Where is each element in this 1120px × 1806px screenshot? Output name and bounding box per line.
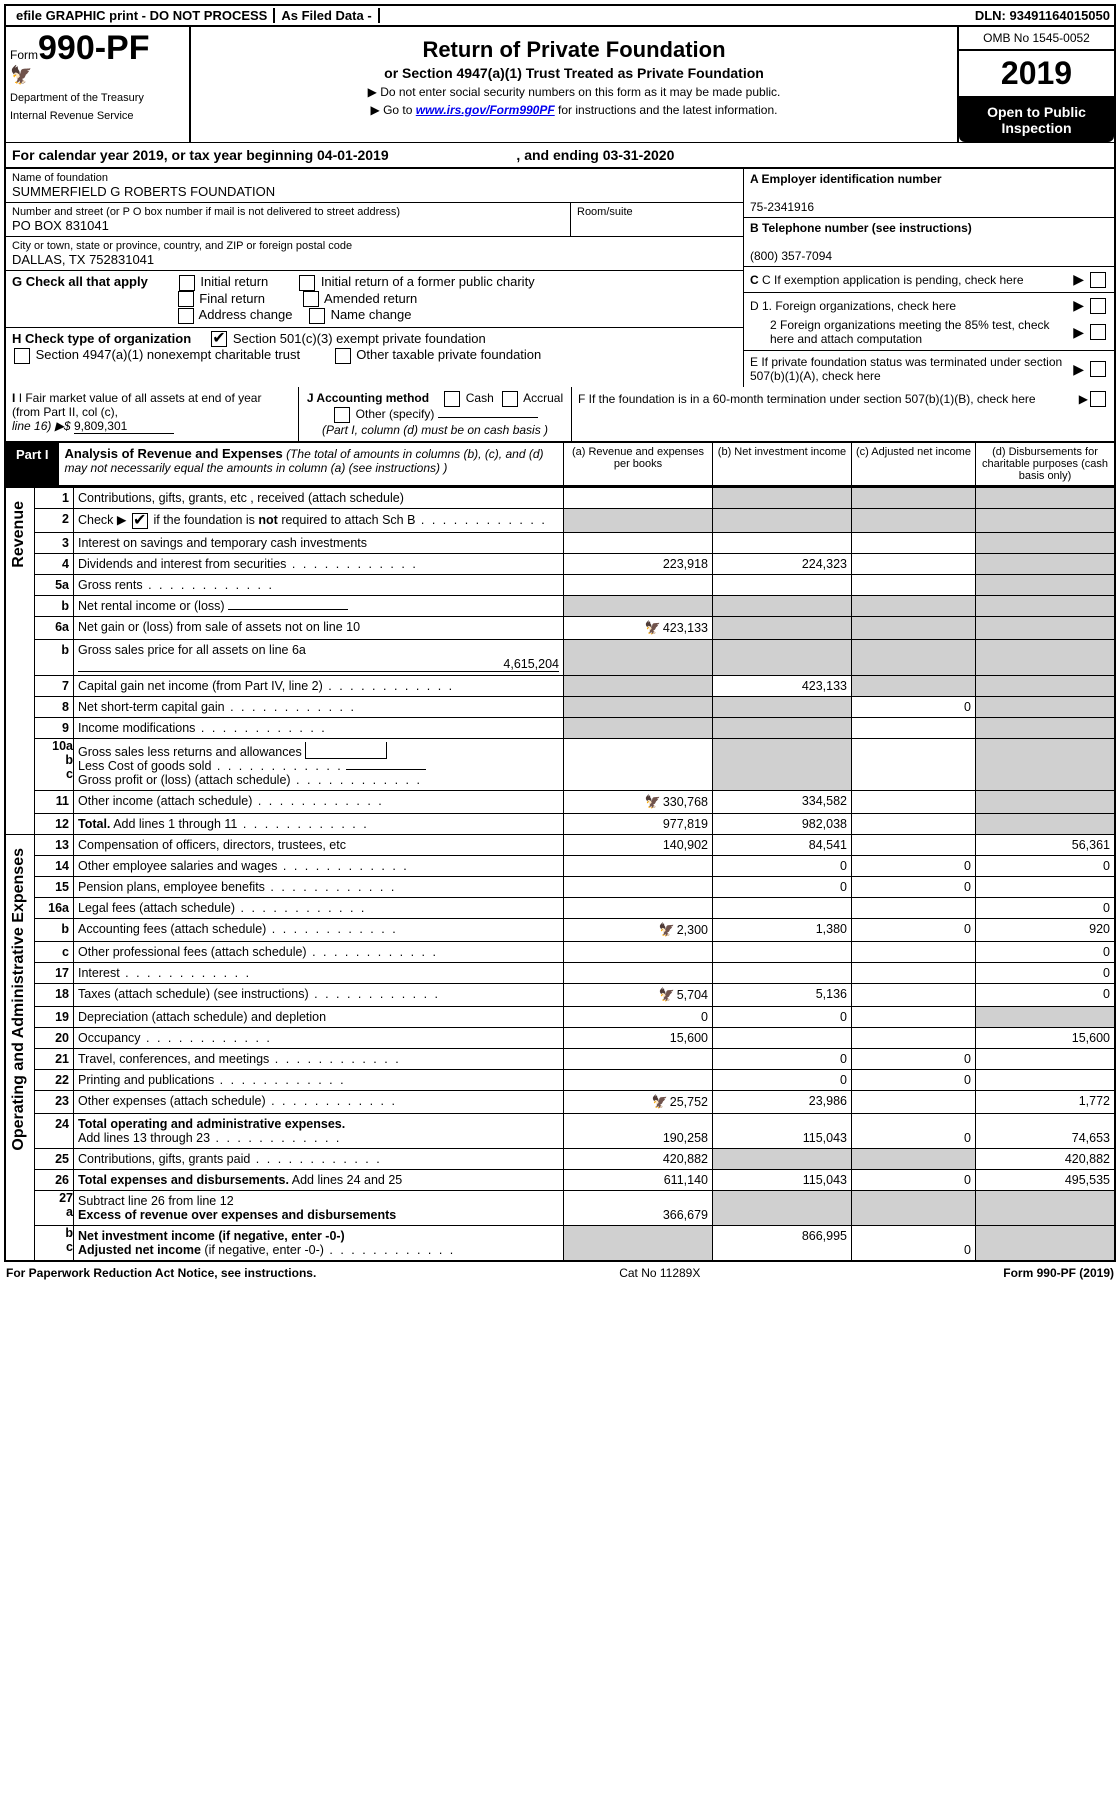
bird-icon: 🦅: [645, 794, 661, 809]
city-row: City or town, state or province, country…: [6, 237, 743, 271]
bird-icon: 🦅: [10, 65, 32, 85]
chk-name[interactable]: [309, 308, 325, 324]
form-prefix: Form: [10, 48, 38, 62]
chk-c[interactable]: [1090, 272, 1106, 288]
efile-label: efile GRAPHIC print - DO NOT PROCESS: [10, 8, 275, 23]
form-header: Form990-PF 🦅 Department of the Treasury …: [4, 27, 1116, 142]
col-d-hdr: (d) Disbursements for charitable purpose…: [976, 443, 1114, 485]
bird-icon: 🦅: [652, 1094, 668, 1109]
entity-right: A Employer identification number 75-2341…: [743, 169, 1114, 387]
expenses-label: Operating and Administrative Expenses: [10, 838, 28, 1161]
chk-f[interactable]: [1090, 391, 1106, 407]
ein-cell: A Employer identification number 75-2341…: [744, 169, 1114, 218]
chk-initial-former[interactable]: [299, 275, 315, 291]
open-inspection: Open to Public Inspection: [959, 98, 1114, 142]
instr-2: ▶ Go to www.irs.gov/Form990PF for instru…: [197, 103, 951, 117]
d1-line: D 1. Foreign organizations, check here ▶: [744, 293, 1114, 314]
bird-icon: 🦅: [659, 987, 675, 1002]
irs-link[interactable]: www.irs.gov/Form990PF: [416, 103, 555, 117]
tax-year: 2019: [959, 51, 1114, 98]
chk-address[interactable]: [178, 308, 194, 324]
c-line: C C If exemption application is pending,…: [744, 267, 1114, 293]
footer-left: For Paperwork Reduction Act Notice, see …: [6, 1266, 316, 1280]
top-bar: efile GRAPHIC print - DO NOT PROCESS As …: [4, 4, 1116, 27]
d2-line: 2 Foreign organizations meeting the 85% …: [744, 314, 1114, 351]
address-row: Number and street (or P O box number if …: [6, 203, 743, 237]
chk-initial[interactable]: [179, 275, 195, 291]
entity-info: Name of foundation SUMMERFIELD G ROBERTS…: [4, 169, 1116, 387]
bird-icon: 🦅: [659, 922, 675, 937]
dept-irs: Internal Revenue Service: [10, 110, 185, 122]
part1-desc: Analysis of Revenue and Expenses (The to…: [59, 443, 564, 485]
chk-d1[interactable]: [1090, 298, 1106, 314]
chk-final[interactable]: [178, 291, 194, 307]
form-subtitle: or Section 4947(a)(1) Trust Treated as P…: [197, 65, 951, 81]
foundation-name-cell: Name of foundation SUMMERFIELD G ROBERTS…: [6, 169, 743, 203]
form-number: 990-PF: [38, 29, 150, 67]
chk-schb[interactable]: [132, 513, 148, 529]
dln: DLN: 93491164015050: [975, 8, 1110, 23]
col-i: I I Fair market value of all assets at e…: [6, 387, 299, 441]
revenue-label: Revenue: [10, 491, 28, 578]
chk-4947[interactable]: [14, 348, 30, 364]
col-b-hdr: (b) Net investment income: [713, 443, 852, 485]
omb-number: OMB No 1545-0052: [959, 27, 1114, 51]
chk-501c3[interactable]: [211, 331, 227, 347]
part1-header: Part I Analysis of Revenue and Expenses …: [4, 443, 1116, 487]
chk-amended[interactable]: [303, 291, 319, 307]
phone-cell: B Telephone number (see instructions) (8…: [744, 218, 1114, 267]
col-j: J Accounting method Cash Accrual Other (…: [299, 387, 572, 441]
h-checkboxes: H Check type of organization Section 501…: [6, 328, 743, 367]
form-title: Return of Private Foundation: [197, 37, 951, 63]
chk-e[interactable]: [1090, 361, 1106, 377]
col-a-hdr: (a) Revenue and expenses per books: [564, 443, 713, 485]
bird-icon: 🦅: [645, 620, 661, 635]
col-c-hdr: (c) Adjusted net income: [852, 443, 976, 485]
g-checkboxes: G Check all that apply Initial return In…: [6, 271, 743, 328]
asfiled-label: As Filed Data -: [275, 8, 379, 23]
chk-other-method[interactable]: [334, 407, 350, 423]
dept-treasury: Department of the Treasury: [10, 92, 185, 104]
col-f: F If the foundation is in a 60-month ter…: [572, 387, 1114, 441]
instr-1: ▶ Do not enter social security numbers o…: [197, 85, 951, 99]
form-year-block: OMB No 1545-0052 2019 Open to Public Ins…: [959, 27, 1114, 142]
ijf-row: I I Fair market value of all assets at e…: [4, 387, 1116, 443]
chk-accrual[interactable]: [502, 391, 518, 407]
form-id-block: Form990-PF 🦅 Department of the Treasury …: [6, 27, 189, 142]
form-title-block: Return of Private Foundation or Section …: [189, 27, 959, 142]
chk-other-tax[interactable]: [335, 348, 351, 364]
calendar-year-row: For calendar year 2019, or tax year begi…: [4, 142, 1116, 169]
footer-right: Form 990-PF (2019): [1003, 1266, 1114, 1280]
footer-mid: Cat No 11289X: [316, 1266, 1003, 1280]
page-footer: For Paperwork Reduction Act Notice, see …: [4, 1262, 1116, 1284]
part1-table: Revenue 1Contributions, gifts, grants, e…: [4, 487, 1116, 1262]
part1-cols: (a) Revenue and expenses per books (b) N…: [564, 443, 1114, 485]
chk-cash[interactable]: [444, 391, 460, 407]
e-line: E If private foundation status was termi…: [744, 351, 1114, 387]
chk-d2[interactable]: [1090, 324, 1106, 340]
entity-left: Name of foundation SUMMERFIELD G ROBERTS…: [6, 169, 743, 387]
part1-tag: Part I: [6, 443, 59, 485]
